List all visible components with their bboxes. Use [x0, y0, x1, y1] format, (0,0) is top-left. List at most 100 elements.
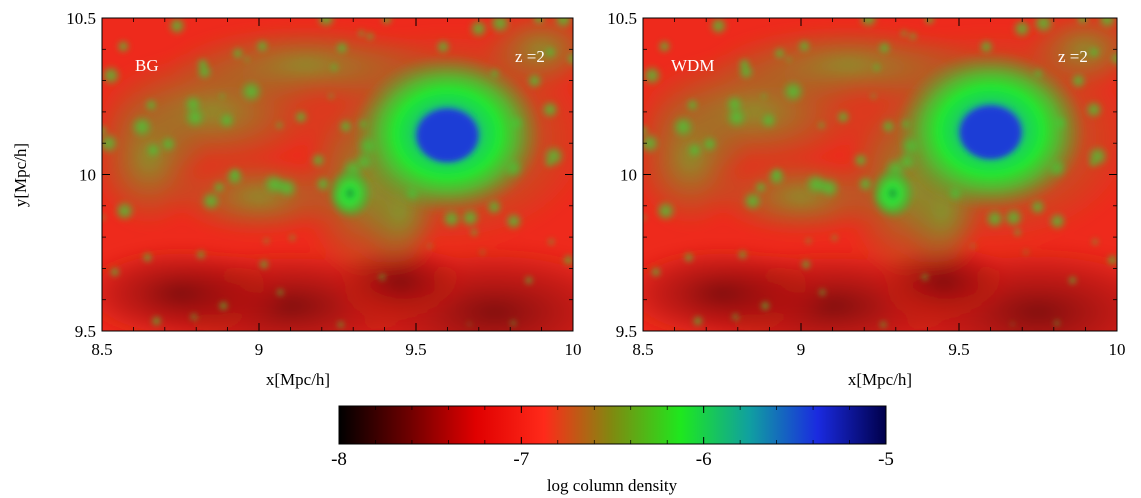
filament-knot	[293, 110, 308, 124]
filament-knot	[1029, 198, 1046, 216]
filament-knot	[218, 300, 229, 312]
filament-knot	[159, 135, 177, 153]
filament-knot	[258, 259, 270, 270]
filament-knot	[275, 121, 284, 130]
filament-knot	[738, 57, 751, 71]
filament-knot	[686, 142, 703, 159]
filament-knot	[553, 18, 573, 30]
y-tick-label: 9.5	[616, 322, 637, 341]
filament-knot	[879, 320, 888, 329]
axis-ticks: 8.5 9 9.5 10 9.5 10 10.5	[66, 9, 581, 359]
axis-ticks: 8.5 9 9.5 10 9.5 10 10.5	[607, 9, 1125, 359]
filament-knot	[1075, 18, 1090, 26]
filament-knot	[900, 29, 908, 38]
filament-knot	[709, 18, 728, 36]
filament-knot	[1088, 46, 1101, 59]
filament-knot	[336, 320, 345, 329]
filament-knot	[144, 98, 158, 112]
y-axis-label: y[Mpc/h]	[11, 143, 30, 207]
filament-knot	[805, 237, 812, 245]
panel-label: WDM	[671, 56, 714, 75]
filament-knot	[1088, 158, 1098, 168]
y-tick-label: 10	[79, 166, 96, 185]
filament-knot	[243, 56, 251, 63]
filament-knot	[760, 93, 768, 100]
filament-knot	[218, 93, 226, 100]
filament-knot	[1023, 249, 1029, 255]
colorbar-tick-label: -7	[513, 449, 529, 470]
filament-knot	[150, 315, 163, 327]
filament-knot	[509, 319, 517, 327]
x-tick-label: 8.5	[91, 340, 112, 359]
filament-knot	[231, 47, 245, 60]
filament-knot	[643, 213, 647, 221]
filament-knot	[817, 121, 826, 130]
filament-knot	[1070, 72, 1087, 89]
filament-knot	[479, 249, 486, 255]
filament-knot	[566, 51, 573, 66]
filament-knot	[142, 252, 153, 263]
filament-knot	[327, 93, 335, 100]
filament-knot	[562, 254, 573, 266]
filament-knot	[189, 312, 198, 322]
filament-knot	[671, 115, 695, 139]
y-tick-label: 10.5	[607, 9, 637, 28]
filament-knot	[357, 29, 366, 38]
x-tick-label: 9.5	[948, 340, 969, 359]
filament-knot	[329, 62, 339, 73]
redshift-label: z =2	[515, 47, 545, 66]
filament-knot	[467, 322, 472, 327]
filament-knot	[643, 65, 663, 86]
density-map-bg	[102, 18, 573, 331]
filament-knot	[532, 18, 546, 26]
filament-knot	[742, 190, 763, 212]
filament-knot	[316, 18, 336, 29]
filament-knot	[1012, 18, 1032, 39]
panel-wdm: 8.5 9 9.5 10 9.5 10 10.5 WDM z =2 x[Mpc/h]	[607, 9, 1125, 389]
filament-knot	[857, 175, 874, 193]
density-field	[643, 18, 1117, 331]
filament-knot	[1013, 228, 1022, 237]
colorbar: -8 -7 -6 -5 log column density	[331, 405, 894, 495]
density-map-wdm	[643, 18, 1117, 331]
small-halo	[870, 167, 915, 220]
filament-knot	[460, 207, 481, 228]
filament-knot	[804, 173, 827, 196]
filament-knot	[1032, 18, 1055, 35]
filament-knot	[1106, 254, 1117, 266]
filament-knot	[692, 315, 704, 327]
y-tick-label: 9.5	[75, 322, 96, 341]
filament-region	[710, 156, 892, 237]
filament-knot	[102, 132, 120, 155]
filament-knot	[921, 273, 929, 282]
x-tick-label: 10	[1109, 340, 1126, 359]
filament-knot	[650, 266, 662, 278]
filament-knot	[427, 243, 433, 249]
filament-knot	[1053, 319, 1061, 327]
filament-knot	[380, 18, 393, 26]
filament-knot	[262, 173, 285, 196]
filament-knot	[130, 115, 154, 139]
filament-knot	[731, 312, 740, 322]
filament-knot	[1067, 275, 1078, 285]
filament-knot	[540, 100, 560, 119]
filament-knot	[378, 273, 387, 282]
filament-knot	[1097, 18, 1117, 30]
filament-knot	[315, 175, 332, 193]
colorbar-scale	[338, 405, 887, 445]
filament-knot	[754, 180, 768, 194]
filament-knot	[685, 98, 699, 112]
filament-knot	[310, 152, 326, 168]
colorbar-label: log column density	[547, 476, 678, 495]
filament-knot	[167, 18, 187, 36]
filament-knot	[655, 200, 677, 222]
filament-knot	[657, 39, 672, 54]
filament-knot	[338, 119, 353, 134]
filament-knot	[781, 79, 806, 104]
filament-knot	[183, 106, 207, 129]
panel-label: BG	[135, 56, 159, 75]
filament-knot	[818, 288, 827, 297]
filament-knot	[701, 135, 718, 153]
filament-knot	[435, 39, 451, 55]
